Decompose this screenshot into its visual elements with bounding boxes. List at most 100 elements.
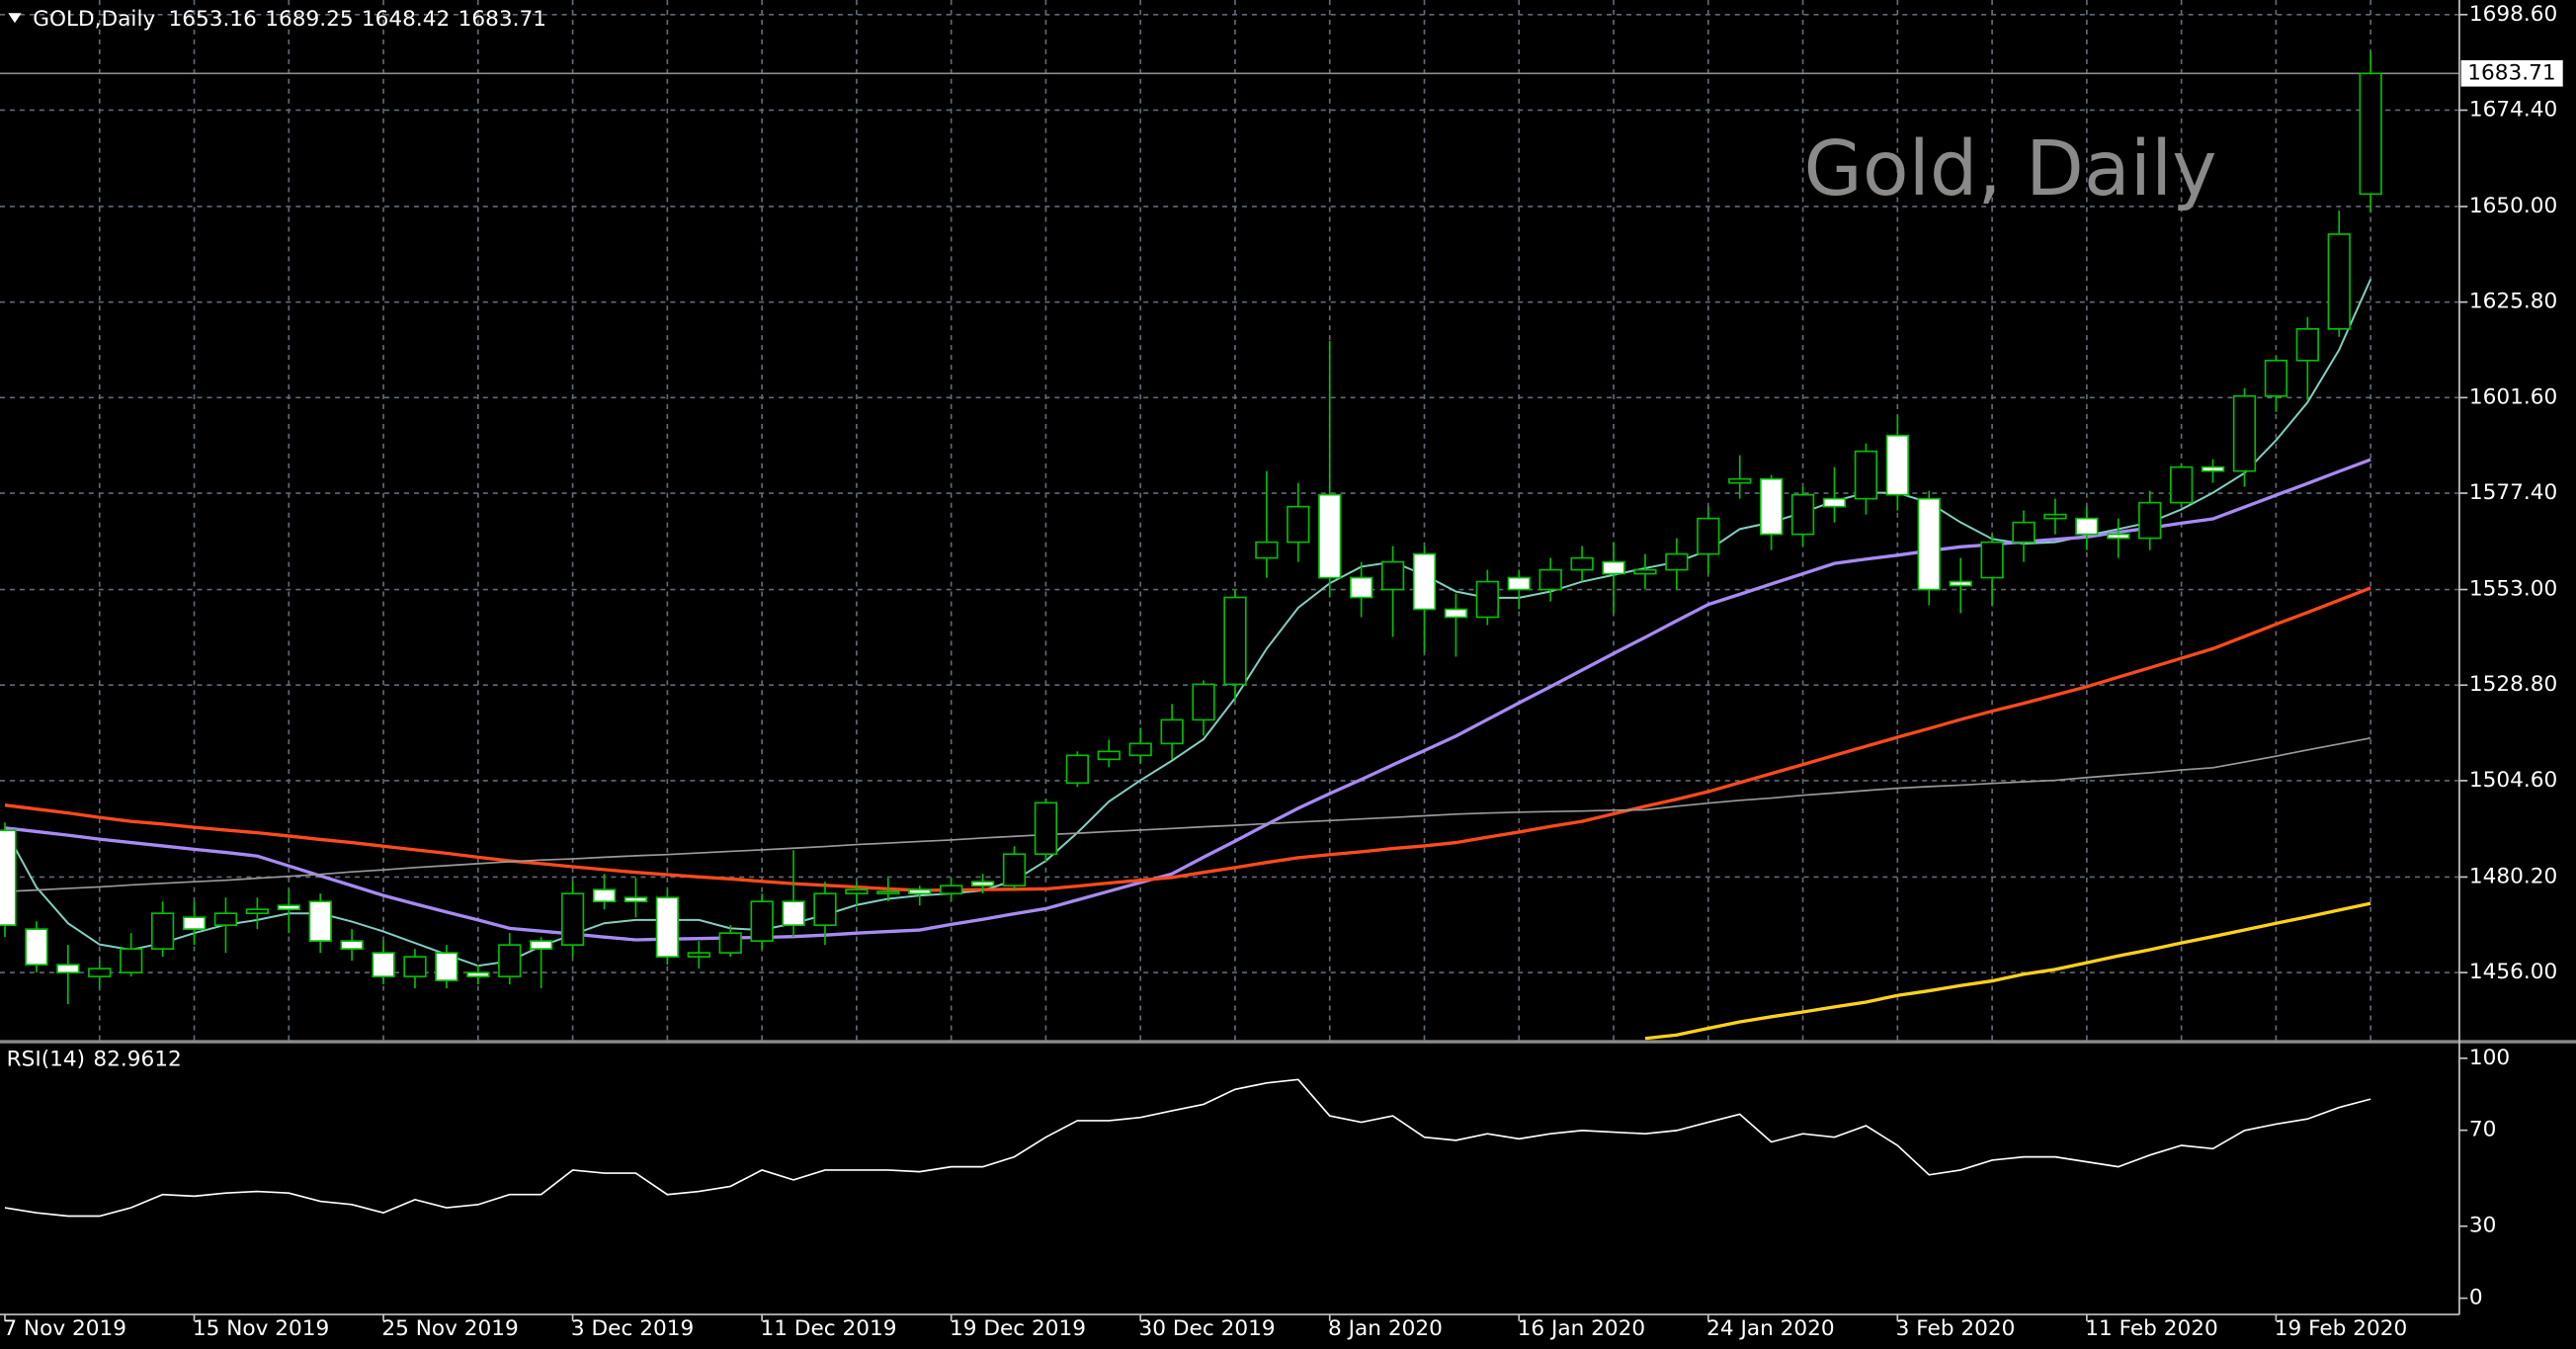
candle-body <box>970 881 995 887</box>
y-tick-label: 1674.40 <box>2469 97 2557 122</box>
candle-body <box>940 885 963 895</box>
collapse-icon[interactable] <box>8 13 22 24</box>
moving-average-line <box>4 586 2371 892</box>
candle-body <box>2012 521 2036 544</box>
candle-body <box>1665 552 1689 571</box>
rsi-pane <box>4 1078 2371 1218</box>
candle-body <box>1160 718 1184 745</box>
candle-body <box>245 908 270 915</box>
candle-body <box>1287 505 1310 544</box>
moving-average-line <box>4 737 2371 892</box>
candle-body <box>718 932 742 954</box>
y-tick-label: 1528.80 <box>2469 672 2557 697</box>
candle-body <box>560 892 585 946</box>
symbol: GOLD,Daily <box>33 7 155 32</box>
candle-body <box>1412 552 1437 611</box>
candle-body <box>592 888 617 903</box>
candle-body <box>1633 568 1657 575</box>
candle-body <box>2359 72 2382 196</box>
candle-body <box>213 912 238 926</box>
rsi-line <box>4 1078 2371 1218</box>
candle-body <box>403 956 427 977</box>
x-tick-label: 3 Feb 2020 <box>1896 1316 2016 1341</box>
candle-body <box>435 952 458 981</box>
candle-body <box>2107 533 2130 540</box>
candle-body <box>1570 556 1594 571</box>
candle-body <box>2327 233 2351 330</box>
x-tick-label: 11 Feb 2020 <box>2085 1316 2218 1341</box>
candle-body <box>1002 853 1027 887</box>
candle-body <box>623 896 648 903</box>
candle-body <box>2169 465 2194 504</box>
candle-body <box>813 892 837 926</box>
candle-body <box>1223 596 1247 686</box>
open: 1653.16 <box>169 7 257 32</box>
candle-body <box>2075 517 2099 536</box>
x-tick-label: 11 Dec 2019 <box>760 1316 896 1341</box>
candle-body <box>1380 560 1405 591</box>
candle-body <box>2264 359 2288 397</box>
candle-body <box>1697 517 1720 555</box>
x-tick-label: 19 Dec 2019 <box>950 1316 1086 1341</box>
candle-body <box>1444 608 1468 619</box>
candle-body <box>1097 750 1121 761</box>
y-tick-label: 1480.20 <box>2469 864 2557 888</box>
chart-header: GOLD,Daily 1653.16 1689.25 1648.42 1683.71 <box>33 7 546 32</box>
candle-body <box>1255 541 1279 559</box>
grid-layer <box>0 0 2459 1041</box>
candle-body <box>1538 568 1562 591</box>
rsi-y-tick-label: 0 <box>2469 1286 2483 1310</box>
rsi-y-tick-label: 70 <box>2469 1118 2497 1142</box>
candle-body <box>1192 683 1215 721</box>
rsi-y-tick-label: 100 <box>2469 1046 2510 1070</box>
candle-body <box>340 940 364 950</box>
candle-body <box>372 952 395 977</box>
candle-body <box>1949 580 1972 587</box>
candle-body <box>908 888 932 895</box>
moving-average-line <box>4 458 2371 942</box>
x-tick-label: 3 Dec 2019 <box>571 1316 694 1341</box>
candle-body <box>1507 576 1531 591</box>
candle-body <box>2043 513 2067 520</box>
x-tick-label: 24 Jan 2020 <box>1706 1316 1835 1341</box>
rsi-title: RSI(14) <box>7 1047 85 1071</box>
candle-body <box>2138 501 2162 540</box>
last-price-box <box>2460 59 2563 87</box>
moving-average-line <box>4 279 2372 968</box>
y-tick-label: 1553.00 <box>2469 577 2557 602</box>
candle-body <box>1917 497 1941 591</box>
moving-average-line <box>1644 901 2371 1041</box>
axis-layer: 7 Nov 2019 15 Nov 2019 25 Nov 2019 3 Dec 20… <box>3 2 2563 1341</box>
x-tick-label: 8 Jan 2020 <box>1328 1316 1443 1341</box>
candle-body <box>308 900 332 942</box>
rsi-header: RSI(14) 82.9612 <box>7 1047 182 1071</box>
price-pane <box>0 51 2382 1041</box>
candle-body <box>655 896 679 958</box>
candle-body <box>1790 493 1815 536</box>
y-tick-label: 1601.60 <box>2469 384 2557 409</box>
candle-body <box>88 968 112 977</box>
candle-body <box>1350 576 1373 599</box>
low: 1648.42 <box>362 7 450 32</box>
y-tick-label: 1650.00 <box>2469 194 2557 218</box>
candle-body <box>1318 493 1342 579</box>
x-tick-label: 16 Jan 2020 <box>1518 1316 1646 1341</box>
candle-body <box>1602 560 1625 575</box>
high: 1689.25 <box>265 7 353 32</box>
y-tick-label: 1698.60 <box>2469 2 2557 27</box>
candle-body <box>1885 434 1909 496</box>
candle-body <box>687 952 710 958</box>
candle-body <box>498 944 522 977</box>
close: 1683.71 <box>458 7 546 32</box>
candle-body <box>1760 477 1784 536</box>
candle-body <box>1065 754 1089 785</box>
x-tick-label: 30 Dec 2019 <box>1139 1316 1276 1341</box>
candle-body <box>150 912 175 950</box>
candle-body <box>0 829 17 926</box>
rsi-y-tick-label: 30 <box>2469 1214 2497 1238</box>
candle-body <box>1728 477 1752 484</box>
candle-body <box>876 890 900 895</box>
last-price-label: 1683.71 <box>2467 60 2555 85</box>
